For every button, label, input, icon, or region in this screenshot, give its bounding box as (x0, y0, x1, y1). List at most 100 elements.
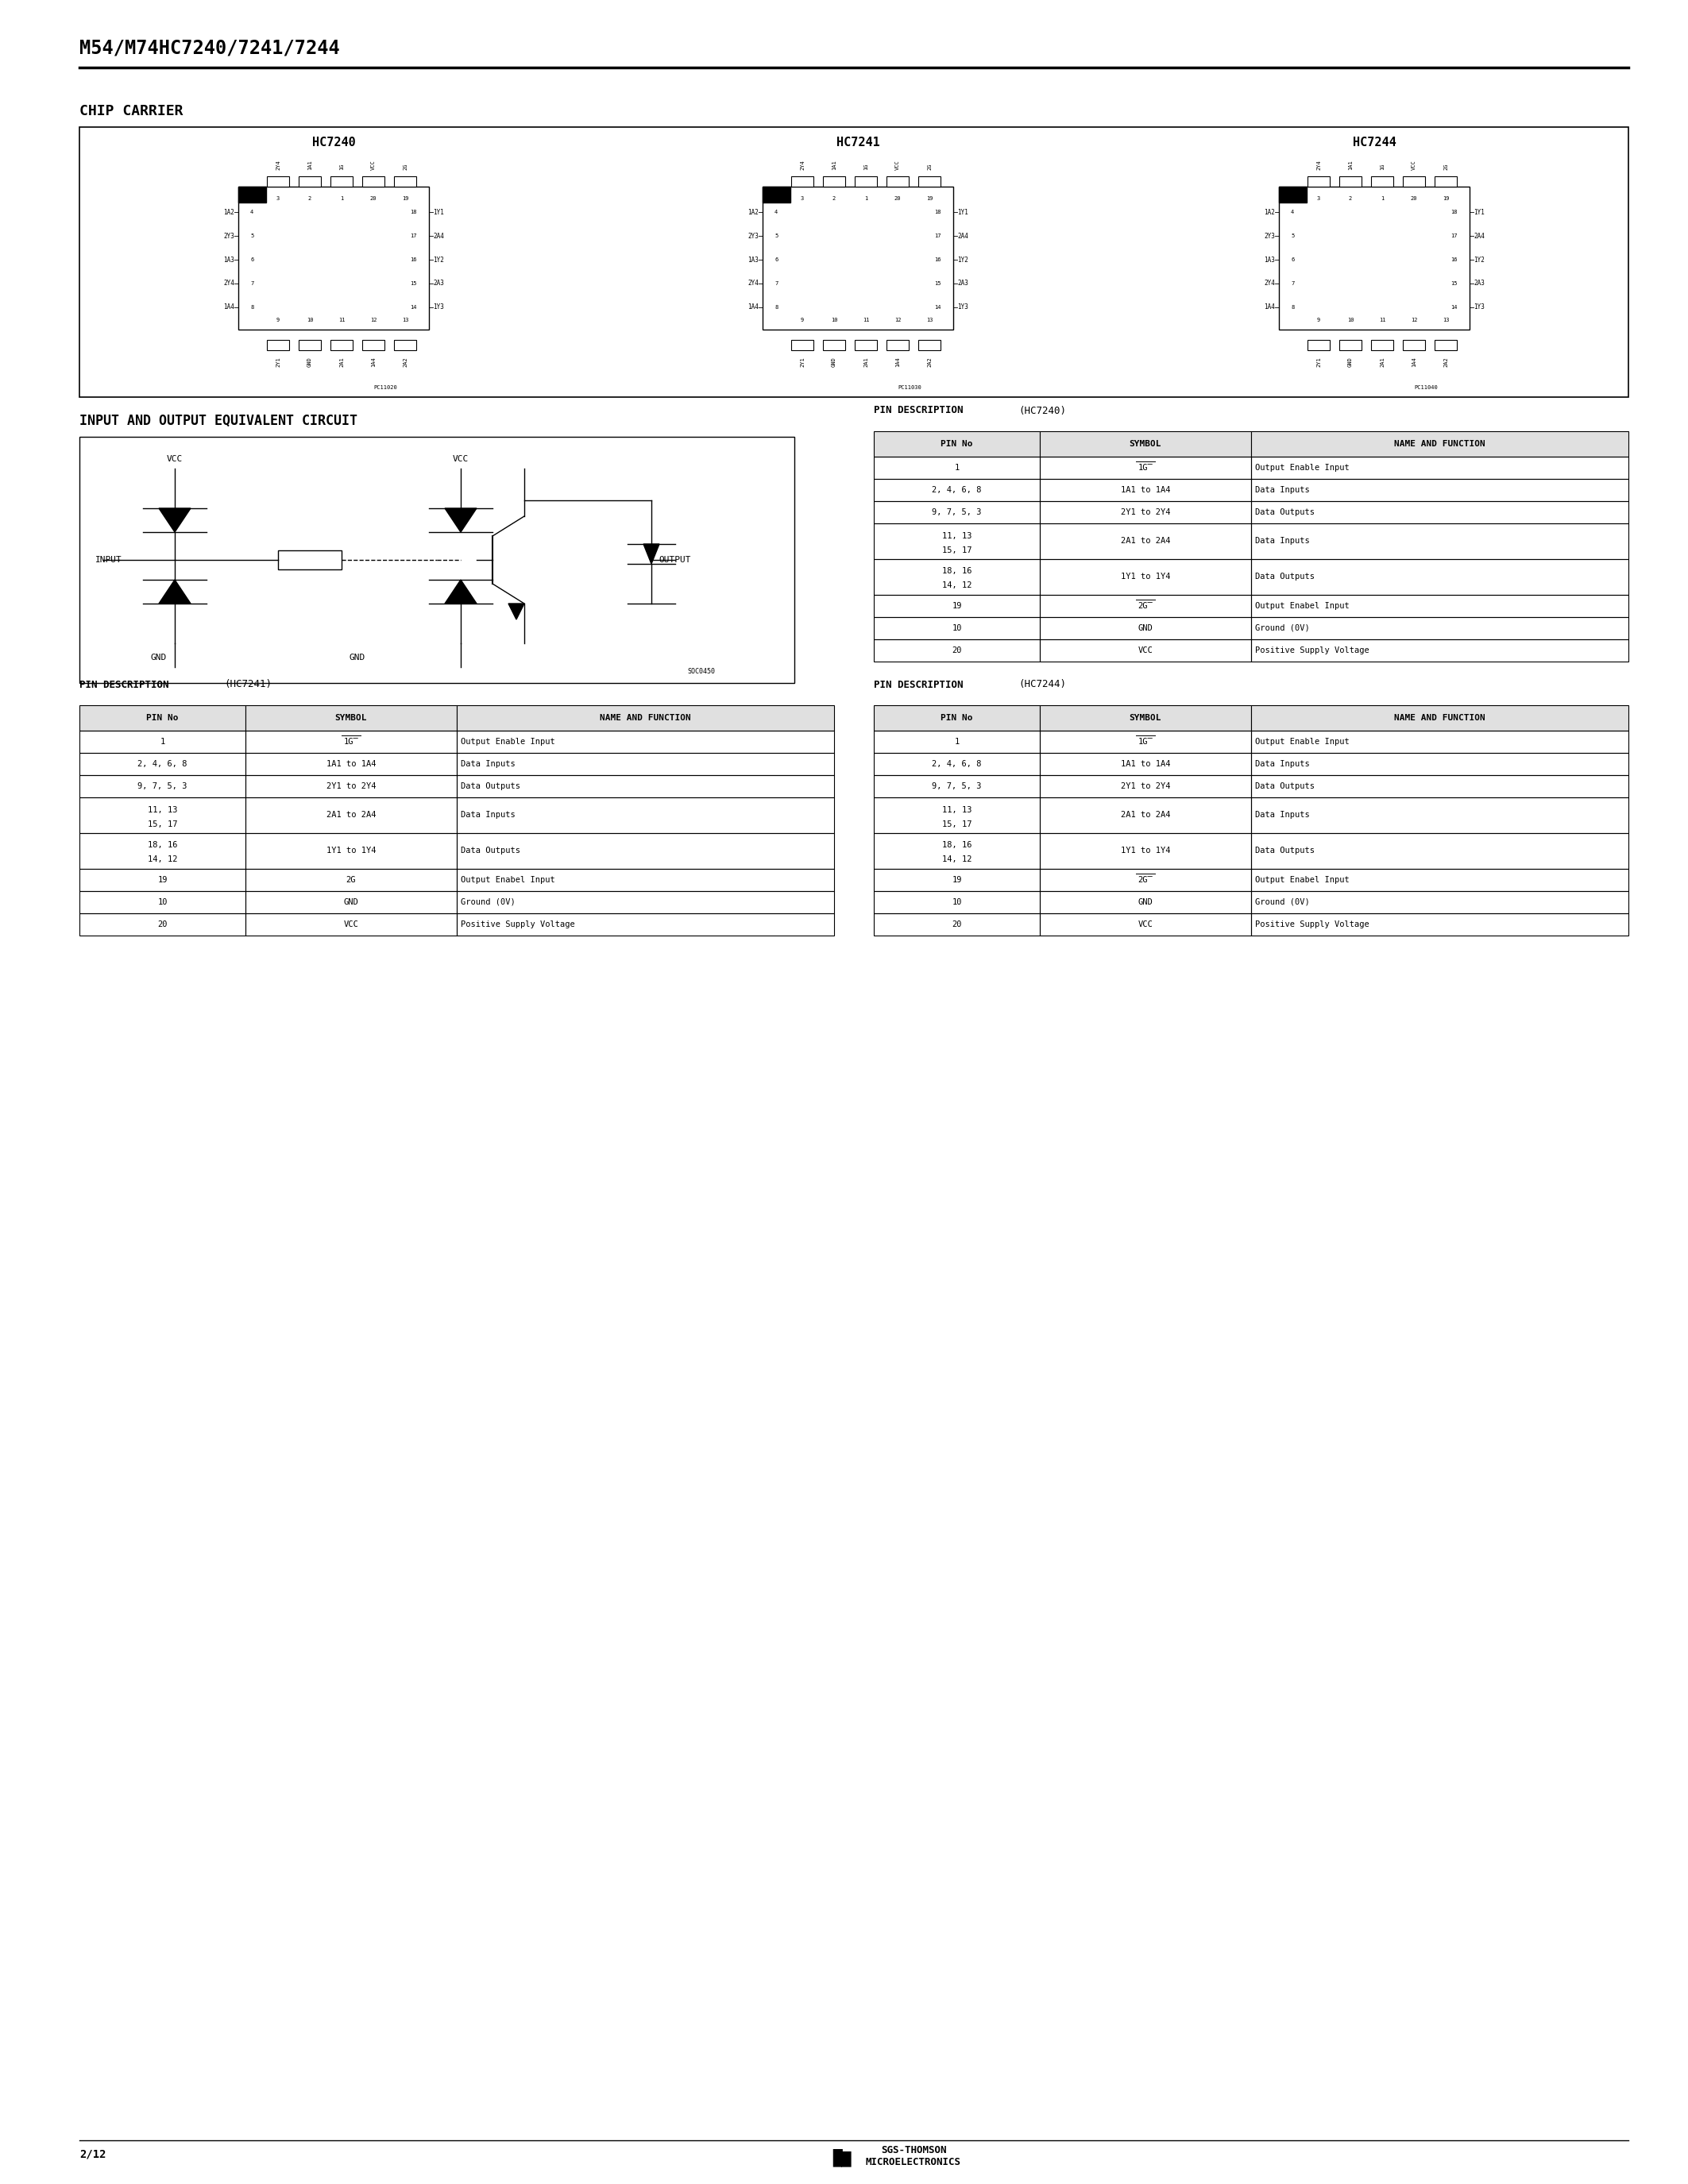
Text: 3: 3 (1317, 197, 1320, 201)
Bar (79, 705, 245, 732)
Text: Output Enable Input: Output Enable Input (1256, 738, 1349, 745)
Text: 1A4: 1A4 (895, 356, 900, 367)
Polygon shape (238, 186, 267, 203)
Bar (1040, 775, 1251, 797)
Bar (1040, 753, 1251, 775)
Text: GND: GND (150, 653, 167, 662)
Text: 1Y1: 1Y1 (1474, 207, 1484, 216)
Text: 9: 9 (277, 317, 280, 323)
Text: 1A1: 1A1 (832, 159, 837, 170)
Text: 3: 3 (800, 197, 803, 201)
Text: 1A4: 1A4 (1411, 356, 1416, 367)
Text: 9, 7, 5, 3: 9, 7, 5, 3 (932, 509, 982, 515)
Text: (HC7240): (HC7240) (1020, 406, 1067, 415)
Text: 4: 4 (250, 210, 253, 214)
Bar (457, 797, 834, 832)
Text: 1G̅: 1G̅ (344, 738, 358, 745)
Bar (245, 705, 457, 732)
Text: 8: 8 (775, 306, 778, 310)
Bar (267, 177, 289, 186)
Text: Data Outputs: Data Outputs (1256, 572, 1315, 581)
Text: 10: 10 (952, 898, 962, 906)
Text: GND: GND (307, 356, 312, 367)
Text: 2Y4: 2Y4 (275, 159, 280, 170)
Text: 2Y1: 2Y1 (275, 356, 280, 367)
Bar (331, 341, 353, 349)
Text: NAME AND FUNCTION: NAME AND FUNCTION (1394, 439, 1485, 448)
Text: 1Y3: 1Y3 (957, 304, 969, 310)
Bar (393, 341, 417, 349)
Text: VCC: VCC (167, 454, 182, 463)
Text: SOC0450: SOC0450 (687, 668, 716, 675)
Text: 1Y3: 1Y3 (1474, 304, 1484, 310)
Bar (245, 732, 457, 753)
Bar (245, 913, 457, 935)
Text: 14, 12: 14, 12 (147, 856, 177, 863)
Bar (1251, 753, 1629, 775)
Text: 10: 10 (157, 898, 167, 906)
Text: 10: 10 (830, 317, 837, 323)
Text: 13: 13 (402, 317, 408, 323)
Bar (1339, 177, 1362, 186)
Text: 1A4: 1A4 (748, 304, 758, 310)
Text: 7: 7 (775, 282, 778, 286)
Bar (1040, 640, 1251, 662)
Text: 7: 7 (250, 282, 253, 286)
Text: 19: 19 (157, 876, 167, 885)
Bar (1435, 341, 1457, 349)
Bar (792, 341, 814, 349)
Text: 2A1 to 2A4: 2A1 to 2A4 (1121, 810, 1170, 819)
Bar (1251, 430, 1629, 456)
Text: █▇: █▇ (832, 2149, 851, 2167)
Bar (1040, 797, 1251, 832)
Bar (457, 705, 834, 732)
Bar (874, 832, 1040, 869)
Text: HC7241: HC7241 (836, 138, 879, 149)
Bar (299, 341, 321, 349)
Text: Data Outputs: Data Outputs (1256, 509, 1315, 515)
Text: 2: 2 (309, 197, 312, 201)
Text: 18, 16: 18, 16 (147, 841, 177, 850)
Text: 1Y1: 1Y1 (957, 207, 969, 216)
Bar (1040, 832, 1251, 869)
Text: 1G̅: 1G̅ (1138, 738, 1153, 745)
Bar (79, 775, 245, 797)
Text: 1A4: 1A4 (1264, 304, 1274, 310)
Text: 2, 4, 6, 8: 2, 4, 6, 8 (138, 760, 187, 769)
Bar (874, 500, 1040, 524)
Text: 2A4: 2A4 (957, 232, 969, 240)
Text: 11: 11 (1379, 317, 1386, 323)
Bar (1371, 177, 1393, 186)
Bar (245, 869, 457, 891)
Bar (79, 797, 245, 832)
Text: 15, 17: 15, 17 (942, 546, 972, 555)
Bar (1403, 341, 1425, 349)
Bar (457, 869, 834, 891)
Text: Positive Supply Voltage: Positive Supply Voltage (1256, 919, 1369, 928)
Text: 18, 16: 18, 16 (942, 568, 972, 574)
Bar (1280, 186, 1470, 330)
Text: 19: 19 (402, 197, 408, 201)
Text: GND: GND (1138, 898, 1153, 906)
Bar (874, 559, 1040, 594)
Text: 20: 20 (952, 919, 962, 928)
Polygon shape (1280, 186, 1307, 203)
Text: 19: 19 (952, 876, 962, 885)
Text: SYMBOL: SYMBOL (1129, 714, 1161, 723)
Bar (874, 478, 1040, 500)
Text: VCC: VCC (371, 159, 376, 170)
Text: Data Inputs: Data Inputs (461, 760, 515, 769)
Bar (1251, 913, 1629, 935)
Bar (874, 891, 1040, 913)
Text: 2A4: 2A4 (432, 232, 444, 240)
Bar (1040, 500, 1251, 524)
Text: 19: 19 (952, 601, 962, 609)
Text: PIN DESCRIPTION: PIN DESCRIPTION (79, 679, 169, 690)
Polygon shape (446, 579, 476, 603)
Text: Data Outputs: Data Outputs (1256, 847, 1315, 854)
Text: Positive Supply Voltage: Positive Supply Voltage (1256, 646, 1369, 653)
Bar (238, 186, 429, 330)
Text: 1Y3: 1Y3 (432, 304, 444, 310)
Text: 1: 1 (864, 197, 868, 201)
Text: 2A1: 2A1 (1379, 356, 1384, 367)
